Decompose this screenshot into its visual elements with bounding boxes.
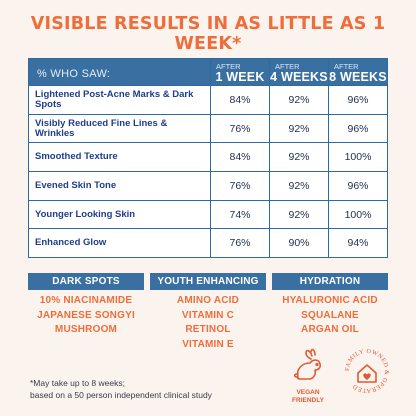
ingredient-item: SQUALANE bbox=[301, 309, 359, 321]
ingredient-item: RETINOL bbox=[185, 324, 231, 335]
row-metric: Younger Looking Skin bbox=[28, 199, 211, 230]
friendly-label: FRIENDLY bbox=[292, 397, 324, 404]
row-value-8-weeks: 100% bbox=[328, 142, 388, 173]
row-value-1-week: 84% bbox=[210, 142, 270, 173]
metric-column-header: % WHO SAW: bbox=[28, 58, 211, 86]
family-owned-text: FAMILY OWNED & OPERATED bbox=[344, 348, 390, 394]
column-header-prefix: AFTER bbox=[275, 62, 300, 71]
row-metric: Smoothed Texture bbox=[28, 142, 211, 173]
row-value-4-weeks: 92% bbox=[269, 199, 329, 230]
row-value-1-week: 76% bbox=[210, 228, 270, 259]
ingredient-item: JAPANESE SONGYI bbox=[37, 309, 135, 321]
row-value-4-weeks: 92% bbox=[269, 113, 329, 144]
table-row: Smoothed Texture 84% 92% 100% bbox=[28, 142, 388, 173]
column-header-1-week: AFTER 1 WEEK bbox=[210, 58, 270, 86]
row-value-8-weeks: 100% bbox=[328, 199, 388, 230]
column-header-label: 8 WEEKS bbox=[329, 69, 387, 84]
table-row: Younger Looking Skin 74% 92% 100% bbox=[28, 199, 388, 230]
ingredient-list: HYALURONIC ACID SQUALANE ARGAN OIL bbox=[272, 290, 388, 338]
family-owned-badge: FAMILY OWNED & OPERATED bbox=[340, 344, 394, 398]
table-row: Enhanced Glow 76% 90% 94% bbox=[28, 228, 388, 259]
row-value-1-week: 84% bbox=[210, 85, 270, 115]
row-value-8-weeks: 96% bbox=[328, 85, 388, 115]
table-row: Lightened Post-Acne Marks & Dark Spots 8… bbox=[28, 85, 388, 115]
benefit-hydration: HYDRATION HYALURONIC ACID SQUALANE ARGAN… bbox=[272, 273, 388, 361]
row-metric: Enhanced Glow bbox=[28, 228, 211, 259]
column-header-8-weeks: AFTER 8 WEEKS bbox=[328, 58, 388, 86]
ingredient-item: AMINO ACID bbox=[176, 295, 240, 306]
benefit-youth-enhancing: YOUTH ENHANCING AMINO ACID VITAMIN C RET… bbox=[150, 273, 266, 361]
column-header-prefix: AFTER bbox=[216, 62, 241, 71]
ingredient-item: MUSHROOM bbox=[54, 324, 118, 335]
ingredient-item: 10% NIACINAMIDE bbox=[39, 295, 133, 306]
row-value-8-weeks: 96% bbox=[328, 113, 388, 144]
table-row: Evened Skin Tone 76% 92% 96% bbox=[28, 171, 388, 201]
vegan-friendly-badge: VEGAN FRIENDLY bbox=[286, 347, 330, 407]
row-value-1-week: 74% bbox=[210, 199, 270, 230]
rabbit-icon bbox=[293, 348, 321, 380]
row-value-1-week: 76% bbox=[210, 171, 270, 201]
column-header-prefix: AFTER bbox=[334, 62, 359, 71]
results-table: % WHO SAW: AFTER 1 WEEK AFTER 4 WEEKS AF… bbox=[28, 58, 388, 259]
row-value-4-weeks: 92% bbox=[269, 142, 329, 173]
ingredient-item: ARGAN OIL bbox=[301, 324, 359, 335]
column-header-4-weeks: AFTER 4 WEEKS bbox=[269, 58, 329, 86]
row-value-4-weeks: 92% bbox=[269, 85, 329, 115]
ingredient-item: VITAMIN C bbox=[181, 309, 235, 321]
row-value-4-weeks: 90% bbox=[269, 228, 329, 259]
ingredient-item: HYALURONIC ACID bbox=[282, 295, 378, 306]
ingredient-list: AMINO ACID VITAMIN C RETINOL VITAMIN E bbox=[150, 290, 266, 352]
row-metric: Evened Skin Tone bbox=[28, 171, 211, 201]
house-heart-icon bbox=[357, 364, 377, 383]
benefit-title: HYDRATION bbox=[272, 273, 388, 290]
footnote: *May take up to 8 weeks; based on a 50 p… bbox=[30, 378, 212, 401]
footnote-line: based on a 50 person independent clinica… bbox=[30, 389, 212, 400]
footnote-line: *May take up to 8 weeks; bbox=[30, 378, 125, 388]
headline: VISIBLE RESULTS IN AS LITTLE AS 1 WEEK* bbox=[30, 14, 386, 54]
ingredient-list: 10% NIACINAMIDE JAPANESE SONGYI MUSHROOM bbox=[28, 290, 144, 338]
results-table-header: % WHO SAW: AFTER 1 WEEK AFTER 4 WEEKS AF… bbox=[28, 58, 388, 86]
benefit-title: YOUTH ENHANCING bbox=[150, 273, 266, 290]
row-value-1-week: 76% bbox=[210, 113, 270, 144]
row-metric: Lightened Post-Acne Marks & Dark Spots bbox=[28, 85, 211, 115]
table-row: Visibly Reduced Fine Lines & Wrinkles 76… bbox=[28, 113, 388, 144]
column-header-label: 4 WEEKS bbox=[270, 69, 328, 84]
vegan-label: VEGAN bbox=[296, 389, 320, 396]
row-value-4-weeks: 92% bbox=[269, 171, 329, 201]
row-value-8-weeks: 96% bbox=[328, 171, 388, 201]
benefit-title: DARK SPOTS bbox=[28, 273, 144, 290]
column-header-label: 1 WEEK bbox=[215, 69, 265, 84]
benefit-dark-spots: DARK SPOTS 10% NIACINAMIDE JAPANESE SONG… bbox=[28, 273, 144, 361]
row-value-8-weeks: 94% bbox=[328, 228, 388, 259]
ingredient-item: VITAMIN E bbox=[182, 338, 234, 350]
row-metric: Visibly Reduced Fine Lines & Wrinkles bbox=[28, 113, 211, 144]
